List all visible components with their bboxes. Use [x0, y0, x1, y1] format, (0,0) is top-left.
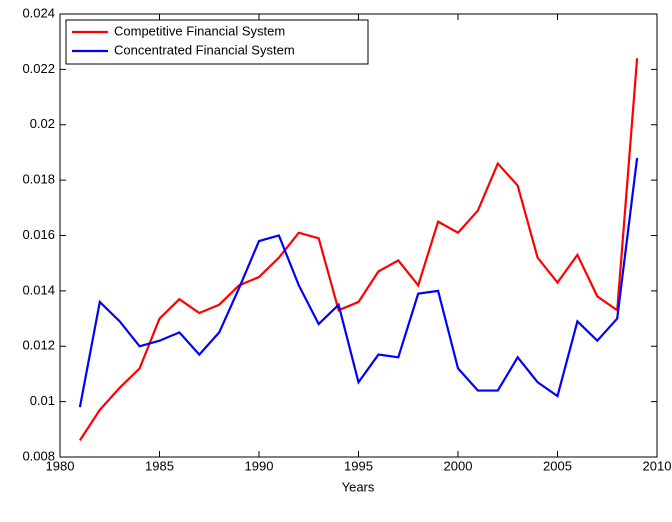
x-tick-label: 2005	[543, 458, 572, 473]
x-axis-label: Years	[342, 479, 375, 494]
x-tick-label: 2010	[643, 458, 672, 473]
plot-area	[60, 14, 657, 457]
x-tick-label: 2000	[444, 458, 473, 473]
y-tick-label: 0.02	[30, 116, 55, 131]
x-tick-label: 1985	[145, 458, 174, 473]
y-tick-label: 0.008	[22, 448, 55, 463]
legend-box	[65, 19, 369, 65]
y-tick-label: 0.016	[22, 227, 55, 242]
x-tick-label: 1995	[344, 458, 373, 473]
x-tick-label: 1990	[245, 458, 274, 473]
axes-box	[59, 13, 658, 458]
y-tick-label: 0.014	[22, 282, 55, 297]
y-tick-label: 0.024	[22, 5, 55, 20]
y-tick-label: 0.018	[22, 172, 55, 187]
series-line	[78, 157, 639, 408]
y-tick-label: 0.01	[30, 393, 55, 408]
legend-label: Competitive Financial System	[114, 23, 285, 38]
legend-label: Concentrated Financial System	[114, 42, 295, 57]
series-line	[78, 58, 639, 441]
y-tick-label: 0.012	[22, 338, 55, 353]
y-tick-label: 0.022	[22, 61, 55, 76]
x-tick-label: 1980	[46, 458, 75, 473]
